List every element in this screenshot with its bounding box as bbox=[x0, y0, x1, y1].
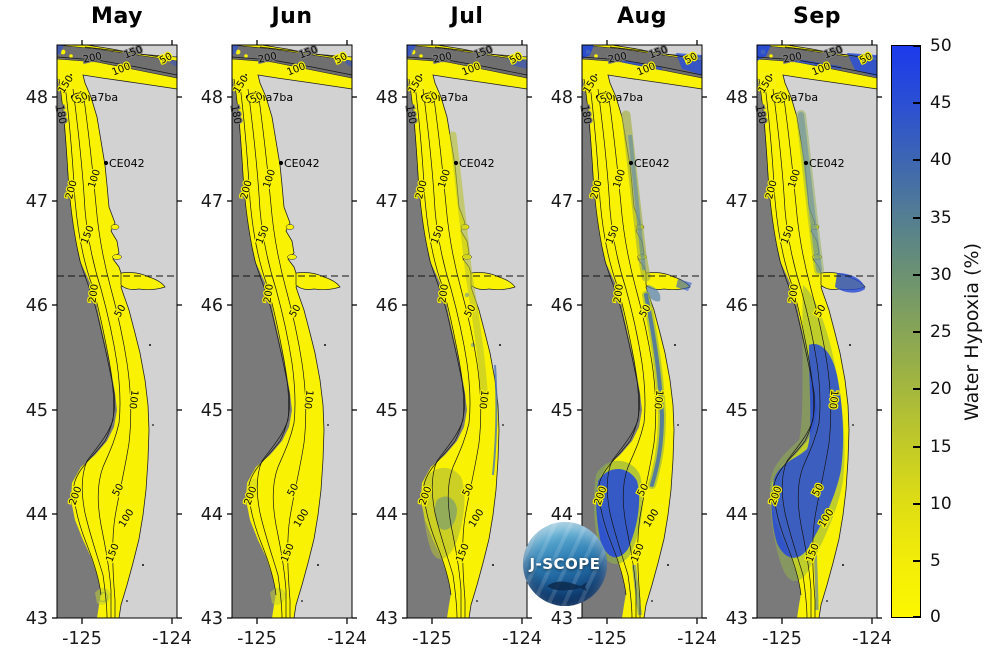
colorbar-label-10: 10 bbox=[930, 494, 952, 514]
colorbar-tick bbox=[913, 102, 921, 104]
colorbar-tick bbox=[913, 446, 921, 448]
colorbar-tick bbox=[913, 616, 921, 618]
colorbar-label-20: 20 bbox=[930, 379, 952, 399]
colorbar-label-50: 50 bbox=[930, 36, 952, 56]
colorbar-tick bbox=[913, 388, 921, 390]
panel-title-jun: Jun bbox=[271, 4, 313, 29]
colorbar-label-40: 40 bbox=[930, 150, 952, 170]
fish-icon bbox=[547, 581, 587, 591]
colorbar-label-25: 25 bbox=[930, 322, 952, 342]
map-sep bbox=[724, 38, 894, 651]
colorbar-label-15: 15 bbox=[930, 437, 952, 457]
map-panel-jun: Jun bbox=[199, 4, 369, 651]
colorbar-label-5: 5 bbox=[930, 551, 941, 571]
jscope-logo: J-SCOPE bbox=[523, 522, 607, 606]
colorbar-tick bbox=[913, 217, 921, 219]
colorbar-label-30: 30 bbox=[930, 265, 952, 285]
map-may bbox=[24, 38, 194, 651]
map-aug bbox=[549, 38, 719, 651]
panel-title-sep: Sep bbox=[792, 4, 841, 29]
colorbar-label-0: 0 bbox=[930, 607, 941, 627]
map-jul bbox=[374, 38, 544, 651]
panel-title-jul: Jul bbox=[450, 4, 484, 29]
panel-title-aug: Aug bbox=[617, 4, 667, 29]
map-panel-jul: Jul bbox=[374, 4, 544, 651]
jscope-logo-text: J-SCOPE bbox=[529, 555, 601, 573]
colorbar-tick bbox=[913, 560, 921, 562]
hypoxia-overlay-may bbox=[57, 45, 177, 605]
light-rays-decoration bbox=[523, 522, 607, 606]
colorbar-title: Water Hypoxia (%) bbox=[952, 45, 992, 618]
colorbar-tick bbox=[913, 503, 921, 505]
colorbar-title-text: Water Hypoxia (%) bbox=[961, 242, 983, 421]
colorbar-tick bbox=[913, 45, 921, 47]
colorbar-label-45: 45 bbox=[930, 93, 952, 113]
colorbar-tick bbox=[913, 331, 921, 333]
colorbar-tick bbox=[913, 159, 921, 161]
panel-title-may: May bbox=[91, 4, 143, 29]
map-panel-may: May bbox=[24, 4, 194, 651]
map-panel-aug: Aug bbox=[549, 4, 719, 651]
map-panel-sep: Sep bbox=[724, 4, 894, 651]
colorbar-tick bbox=[913, 274, 921, 276]
colorbar-label-35: 35 bbox=[930, 208, 952, 228]
map-jun bbox=[199, 38, 369, 651]
